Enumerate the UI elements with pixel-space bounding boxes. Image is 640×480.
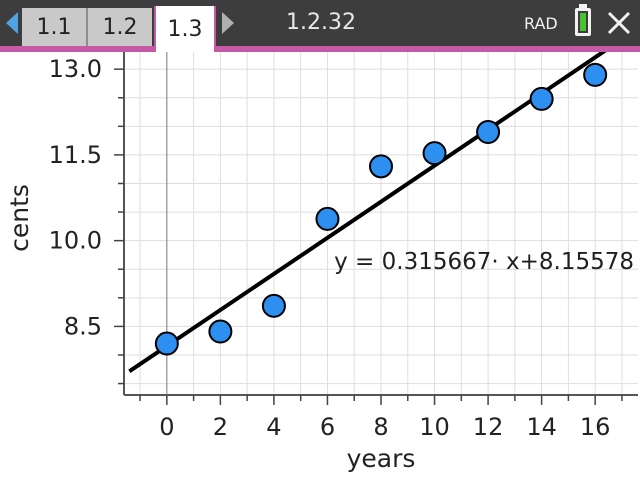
tab-label: 1.2 [102, 14, 138, 40]
y-tick-label: 10.0 [49, 227, 102, 255]
tab-label: 1.3 [167, 16, 203, 42]
data-point [583, 62, 608, 87]
previous-page-arrow-icon[interactable] [6, 12, 18, 34]
next-page-arrow-icon[interactable] [222, 12, 234, 34]
battery-icon [575, 8, 591, 36]
scatter-plot[interactable]: 0 2 4 6 8 10 12 14 16 8.5 10.0 11.5 13.0 y = 0.31566… [0, 52, 640, 480]
data-point [154, 331, 179, 356]
x-tick-label: 10 [419, 413, 450, 441]
active-tab-underline [0, 46, 640, 52]
x-tick-label: 2 [213, 413, 228, 441]
data-point [476, 120, 501, 145]
tab-1-2[interactable]: 1.2 [88, 8, 152, 46]
x-tick-label: 16 [580, 413, 611, 441]
y-tick-label: 11.5 [49, 141, 102, 169]
data-points [154, 62, 608, 356]
battery-level [580, 13, 586, 31]
x-tick-label: 12 [473, 413, 504, 441]
tab-label: 1.1 [36, 14, 72, 40]
x-tick-label: 4 [266, 413, 281, 441]
data-point [208, 319, 233, 344]
regression-equation: y = 0.315667· x+8.15578 [334, 249, 634, 275]
x-tick-label: 6 [320, 413, 335, 441]
data-point [261, 293, 286, 318]
x-axis-label: years [347, 444, 416, 473]
x-tick-label: 14 [526, 413, 557, 441]
close-icon[interactable] [606, 10, 632, 36]
tab-1-3[interactable]: 1.3 [154, 6, 216, 52]
document-title: 1.2.32 [286, 10, 356, 35]
tick-marks [114, 68, 623, 405]
data-point [529, 86, 554, 111]
y-tick-label: 8.5 [64, 312, 102, 340]
tick-labels: 0 2 4 6 8 10 12 14 16 8.5 10.0 11.5 13.0 [49, 55, 611, 441]
data-point [422, 141, 447, 166]
grid-lines [124, 52, 638, 395]
data-point [315, 206, 340, 231]
y-axis-label: cents [5, 184, 34, 252]
tab-1-1[interactable]: 1.1 [22, 8, 88, 46]
x-tick-label: 8 [373, 413, 388, 441]
battery-cap [579, 4, 587, 9]
y-tick-label: 13.0 [49, 55, 102, 83]
data-point [369, 154, 393, 179]
angle-mode-indicator: RAD [524, 14, 558, 33]
x-tick-label: 0 [159, 413, 174, 441]
